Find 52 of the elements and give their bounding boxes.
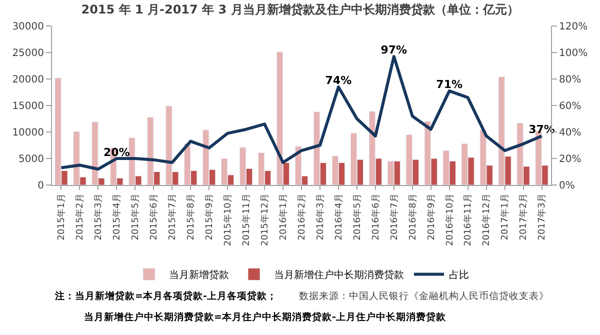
y-tick-label: 15000 xyxy=(12,101,44,112)
y-tick-label: 20000 xyxy=(12,74,44,86)
y2-tick-label: 0% xyxy=(559,180,575,192)
y2-tick-label: 40% xyxy=(559,128,582,138)
x-tick-label: 2016年9月 xyxy=(426,194,437,240)
x-tick-label: 2015年10月 xyxy=(222,194,234,246)
legend-label: 当月新增住户中长期消费贷款 xyxy=(274,269,404,282)
y-tick-label: 0 xyxy=(38,180,44,192)
x-tick-label: 2015年12月 xyxy=(259,194,270,246)
x-tick-label: 2015年8月 xyxy=(186,194,197,240)
y2-tick-label: 80% xyxy=(559,74,582,86)
x-tick-label: 2015年1月 xyxy=(56,194,68,240)
x-tick-label: 2016年4月 xyxy=(333,194,344,240)
y2-tick-label: 100% xyxy=(559,48,588,59)
x-tick-label: 2016年7月 xyxy=(388,194,400,240)
x-tick-label: 2016年2月 xyxy=(296,194,308,240)
y-tick-label: 10000 xyxy=(12,128,44,138)
legend-label: 当月新增贷款 xyxy=(169,269,229,282)
y2-tick-label: 20% xyxy=(559,154,582,165)
y-tick-label: 5000 xyxy=(18,154,44,165)
x-tick-label: 2017年3月 xyxy=(536,194,548,240)
x-tick-label: 2016年11月 xyxy=(462,194,474,246)
data-label: 97% xyxy=(380,44,408,57)
x-tick-label: 2016年12月 xyxy=(481,194,492,246)
text: 当月新增住户中长期消费贷款=本月住户中长期消费贷款-上月住户中长期消费贷款 xyxy=(84,311,447,323)
data-label: 20% xyxy=(104,146,130,159)
legend-label: 占比 xyxy=(449,269,469,282)
x-tick-label: 2015年3月 xyxy=(93,194,104,240)
y2-tick-label: 120% xyxy=(559,22,588,32)
chart-title: 2015 年 1 月-2017 年 3 月当月新增贷款及住户中长期消费贷款（单位：亿元） xyxy=(81,2,519,16)
x-tick-label: 2016年1月 xyxy=(278,194,289,240)
x-tick-label: 2015年6月 xyxy=(148,194,160,240)
x-tick-label: 2015年4月 xyxy=(112,194,123,240)
x-tick-label: 2015年5月 xyxy=(130,194,142,240)
x-tick-label: 2015年9月 xyxy=(204,194,216,240)
x-tick-label: 2016年3月 xyxy=(314,194,326,240)
y2-tick-label: 60% xyxy=(559,101,582,112)
x-tick-label: 2016年8月 xyxy=(407,194,418,240)
text: 注：当月新增贷款=本月各项贷款-上月各项贷款； xyxy=(54,290,277,302)
x-tick-label: 2016年5月 xyxy=(352,194,363,240)
x-tick-label: 2016年10月 xyxy=(444,194,456,246)
x-tick-label: 2016年6月 xyxy=(370,194,382,240)
y-tick-label: 30000 xyxy=(12,22,44,32)
data-label: 71% xyxy=(436,78,463,92)
data-label: 74% xyxy=(325,74,352,88)
source-note: 数据来源：中国人民银行《金融机构人民币信贷收支表》 xyxy=(299,290,549,302)
y-tick-label: 25000 xyxy=(12,48,44,59)
x-tick-label: 2015年7月 xyxy=(167,194,178,240)
x-tick-label: 2015年11月 xyxy=(240,194,252,246)
x-tick-label: 2017年2月 xyxy=(518,194,530,240)
x-tick-label: 2015年2月 xyxy=(74,194,86,240)
x-tick-label: 2017年1月 xyxy=(500,194,511,240)
